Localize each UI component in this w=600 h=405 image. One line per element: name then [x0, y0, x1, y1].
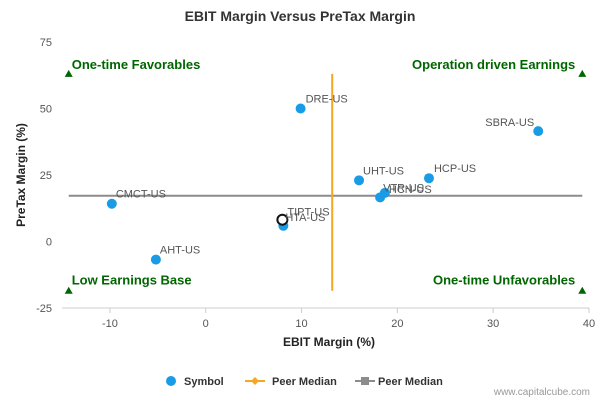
- data-point: [295, 103, 306, 114]
- x-tick-label: 0: [203, 318, 209, 330]
- y-tick-label: 0: [46, 237, 52, 249]
- point-label: HCN-US: [389, 184, 432, 196]
- legend-symbol-marker: [166, 376, 176, 386]
- triangle-bottom-left: [64, 286, 73, 294]
- y-tick-label: 75: [40, 37, 52, 49]
- data-point: [106, 198, 117, 209]
- point-label: AHT-US: [160, 245, 200, 257]
- highlight-point-label: TIPT-US: [287, 207, 329, 219]
- x-tick-label: 40: [583, 318, 595, 330]
- triangle-top-left: [64, 69, 73, 77]
- chart-title: EBIT Margin Versus PreTax Margin: [185, 8, 416, 24]
- x-tick-label: 30: [487, 318, 499, 330]
- point-label: UHT-US: [363, 165, 404, 177]
- y-tick-label: 50: [40, 104, 52, 116]
- quadrant-label-bottom-right: One-time Unfavorables: [433, 273, 575, 288]
- data-point: [150, 254, 161, 265]
- triangle-bottom-right: [578, 286, 587, 294]
- legend-peer-median-x-marker: [251, 377, 259, 385]
- highlight-point: [276, 213, 289, 226]
- data-point: [423, 173, 434, 184]
- y-tick-label: -25: [36, 303, 52, 315]
- quadrant-label-top-right: Operation driven Earnings: [412, 57, 575, 72]
- legend-label: Symbol: [184, 376, 224, 388]
- x-axis-label: EBIT Margin (%): [283, 335, 375, 349]
- triangle-top-right: [578, 69, 587, 77]
- point-label: HTA-US: [285, 212, 325, 224]
- y-axis-label: PreTax Margin (%): [14, 123, 28, 227]
- data-point: [533, 126, 544, 137]
- legend-label: Peer Median: [378, 376, 443, 388]
- point-label: VTR-US: [383, 182, 424, 194]
- legend-label: Peer Median: [272, 376, 337, 388]
- y-tick-label: 25: [40, 170, 52, 182]
- data-point: [375, 192, 386, 203]
- point-label: SBRA-US: [485, 117, 534, 129]
- quadrant-label-bottom-left: Low Earnings Base: [72, 273, 192, 288]
- data-point: [354, 175, 365, 186]
- plot-area: -10 0 10 20 30 40 -25 0 25 50 75 One-time Favorable…: [36, 37, 595, 330]
- quadrant-label-top-left: One-time Favorables: [72, 57, 201, 72]
- point-label: CMCT-US: [116, 189, 166, 201]
- x-tick-label: 20: [391, 318, 403, 330]
- x-tick-label: -10: [102, 318, 118, 330]
- x-tick-label: 10: [295, 318, 307, 330]
- credit-text: www.capitalcube.com: [493, 387, 590, 398]
- legend-peer-median-y-marker: [361, 377, 369, 385]
- legend: Symbol Peer Median Peer Median: [166, 376, 443, 388]
- point-label: DRE-US: [306, 94, 348, 106]
- point-label: HCP-US: [434, 163, 476, 175]
